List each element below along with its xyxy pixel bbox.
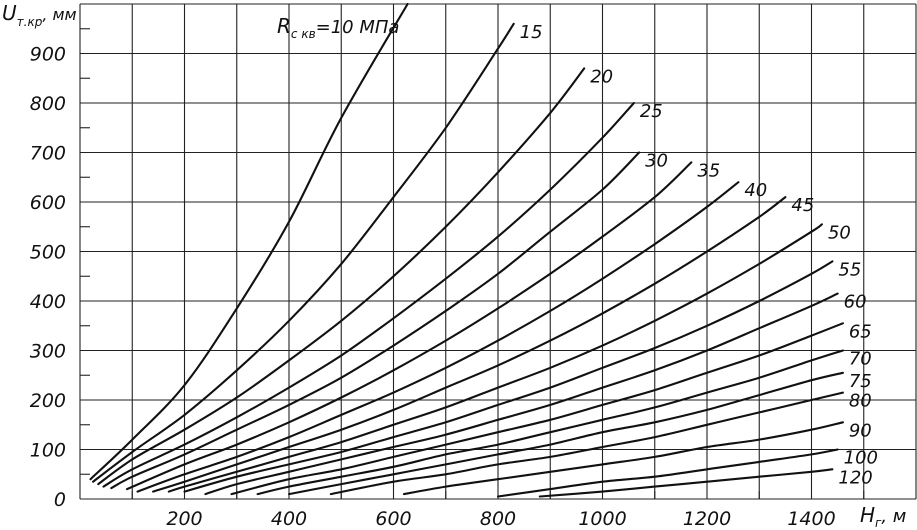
y-tick-label: 500	[30, 242, 66, 264]
curve-label-25: 25	[640, 101, 663, 122]
x-axis-label-main: H	[860, 503, 875, 527]
x-axis-label-unit: , м	[881, 506, 906, 527]
x-tick-label: 800	[480, 508, 516, 530]
series-line-90	[402, 421, 844, 496]
x-tick-label: 1200	[683, 508, 731, 530]
chart-header: Rс кв=10 МПа	[277, 14, 399, 41]
tick-labels: 0 100 200 300 400 500 600 700 800 900 200 400 600 800…	[30, 44, 836, 530]
y-tick-label: 600	[30, 192, 66, 214]
grid	[79, 3, 917, 500]
curve-label-40: 40	[744, 180, 767, 201]
chart-header-main: R	[277, 14, 291, 38]
series-line-45	[152, 196, 787, 493]
curve-label-30: 30	[645, 151, 668, 172]
curve-label-20: 20	[590, 66, 613, 87]
series-line-20	[97, 67, 586, 486]
curve-label-45: 45	[791, 195, 814, 216]
series-line-120	[538, 468, 834, 498]
y-axis-label-main: U	[2, 1, 17, 25]
y-tick-label: 900	[30, 44, 66, 66]
curve-label-50: 50	[828, 222, 851, 243]
curve-label-65: 65	[849, 321, 872, 342]
chart-header-sub: с кв	[291, 27, 316, 41]
series-line-30	[110, 151, 641, 490]
chart-header-rest: =10 МПа	[316, 17, 400, 38]
series-line-100	[496, 448, 839, 498]
curve-label-100: 100	[844, 448, 878, 469]
curves	[89, 2, 844, 498]
series-line-80	[329, 391, 844, 496]
series-line-15	[92, 22, 515, 483]
curve-label-60: 60	[844, 292, 867, 313]
series-line-10	[89, 2, 409, 481]
y-tick-label: 200	[30, 390, 66, 412]
x-tick-label: 1000	[578, 508, 626, 530]
curve-label-80: 80	[849, 391, 872, 412]
curve-label-55: 55	[838, 259, 861, 280]
x-axis-label-sub: г	[875, 516, 882, 530]
y-axis-label: Uт.кр, мм	[2, 1, 77, 29]
series-line-35	[125, 161, 693, 491]
x-tick-label: 400	[271, 508, 307, 530]
x-tick-label: 1400	[787, 508, 835, 530]
x-tick-label: 600	[375, 508, 411, 530]
series-line-60	[204, 292, 839, 496]
y-axis-label-sub: т.кр	[17, 15, 43, 29]
y-tick-label: 0	[54, 489, 66, 511]
y-tick-label: 700	[30, 143, 66, 165]
y-tick-label: 300	[30, 341, 66, 363]
curve-label-70: 70	[849, 349, 872, 370]
curve-label-75: 75	[849, 371, 872, 392]
x-tick-label: 200	[166, 508, 202, 530]
y-axis-label-unit: , мм	[42, 5, 76, 24]
curve-label-90: 90	[849, 420, 872, 441]
y-tick-label: 100	[30, 440, 66, 462]
curve-label-15: 15	[520, 22, 543, 43]
series-line-55	[183, 260, 834, 493]
y-tick-label: 400	[30, 291, 66, 313]
series-line-50	[167, 223, 823, 493]
x-axis-label: Hг, м	[860, 503, 906, 530]
series-line-25	[102, 101, 635, 488]
series-line-65	[230, 322, 844, 496]
curve-label-120: 120	[838, 467, 872, 488]
series-line-75	[287, 371, 844, 496]
series-line-70	[256, 349, 844, 496]
y-tick-label: 800	[30, 93, 66, 115]
series-line-40	[136, 181, 740, 493]
curve-label-35: 35	[697, 160, 720, 181]
